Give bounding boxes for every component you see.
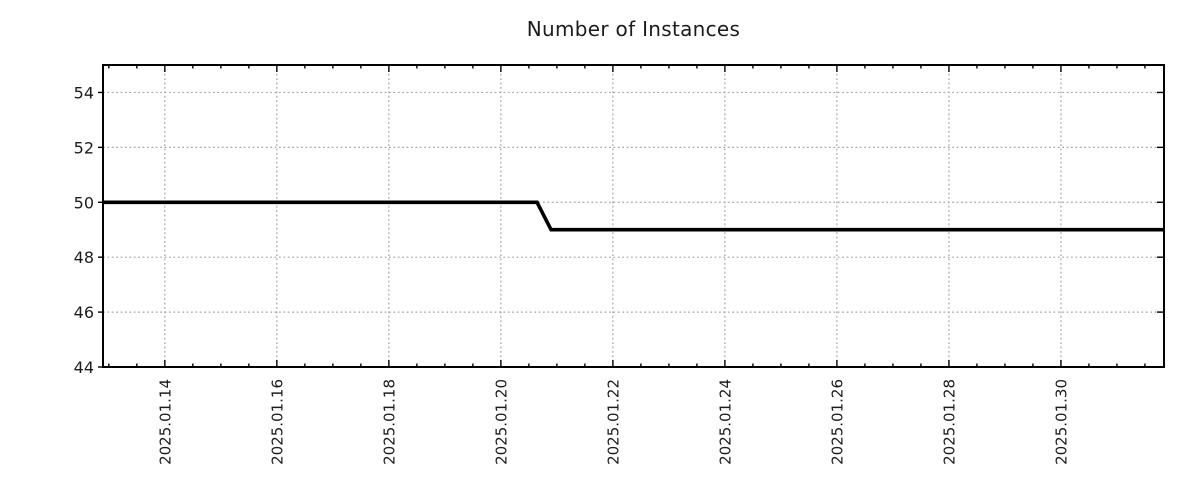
y-tick-label: 54	[74, 83, 94, 102]
x-tick-label: 2025.01.18	[380, 379, 398, 465]
x-tick-label: 2025.01.30	[1052, 379, 1070, 465]
chart-title: Number of Instances	[526, 17, 741, 41]
y-tick-label: 48	[74, 248, 94, 267]
x-tick-label: 2025.01.26	[828, 379, 846, 465]
x-tick-label: 2025.01.20	[492, 379, 510, 465]
x-tick-label: 2025.01.22	[604, 379, 622, 465]
x-tick-label: 2025.01.16	[268, 379, 286, 465]
y-tick-label: 44	[74, 358, 94, 377]
series-line	[103, 200, 1164, 232]
y-tick-label: 50	[74, 193, 94, 212]
y-tick-label: 46	[74, 303, 94, 322]
x-tick-label: 2025.01.14	[156, 379, 174, 465]
x-tick-label: 2025.01.28	[940, 379, 958, 465]
x-tick-label: 2025.01.24	[716, 379, 734, 465]
plot-frame	[102, 64, 1165, 368]
y-tick-label: 52	[74, 138, 94, 157]
